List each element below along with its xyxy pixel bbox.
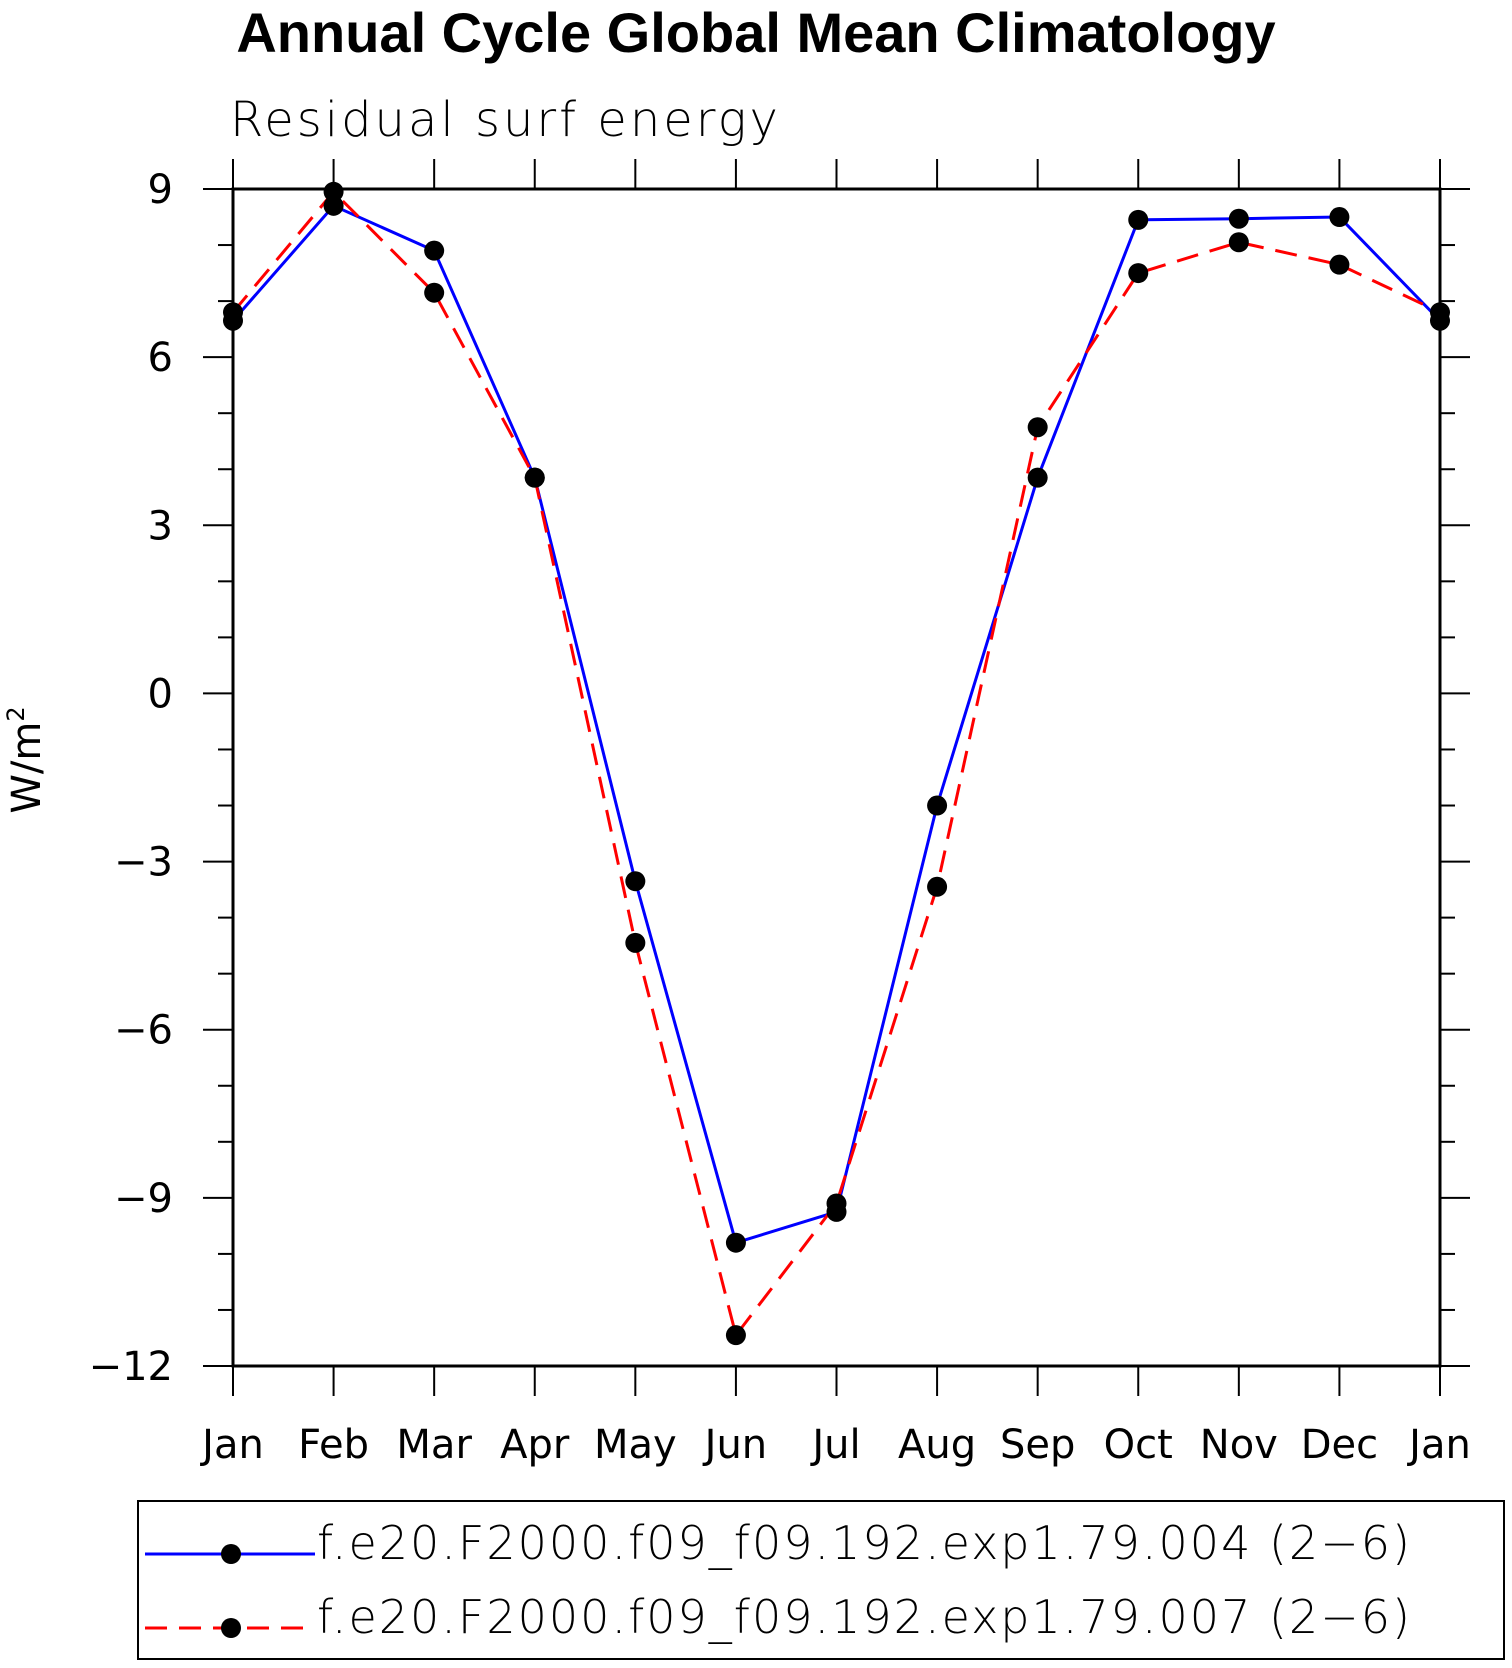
plot-frame [231, 187, 1442, 1368]
y-tick-label: −9 [114, 1176, 173, 1222]
y-tick-label: −6 [114, 1008, 173, 1054]
y-tick-label: −12 [89, 1344, 173, 1390]
legend-item-0: f.e20.F2000.f09_f09.192.exp1.79.004 (2−6… [139, 1510, 1503, 1580]
series-1-point [625, 932, 646, 953]
series-1-point [524, 467, 545, 488]
series-line-1 [231, 189, 1441, 1339]
y-tick-label: 9 [148, 167, 173, 213]
series-0-point [1128, 209, 1149, 230]
legend-label-0: f.e20.F2000.f09_f09.192.exp1.79.004 (2−6… [317, 1516, 1412, 1570]
series-1-point [1027, 417, 1048, 438]
x-tick-label: Mar [396, 1422, 472, 1468]
series-0-point [725, 1232, 746, 1253]
legend-swatch-0 [145, 1544, 315, 1564]
series-1-point [1128, 263, 1149, 284]
series-0-point [1228, 208, 1249, 229]
series-1-point [826, 1193, 847, 1214]
x-tick-label: Oct [1104, 1422, 1173, 1468]
x-tick-label: Apr [500, 1422, 570, 1468]
x-tick-label: Aug [898, 1422, 976, 1468]
y-axis-label: W/m2 [2, 706, 50, 813]
x-tick-label: Jan [199, 1422, 264, 1468]
series-1-point [424, 282, 445, 303]
y-tick-label: 6 [148, 335, 173, 381]
series-layer [223, 181, 1450, 1346]
series-0-point [1329, 207, 1350, 228]
series-0-point [1027, 467, 1048, 488]
x-tick-label: Nov [1200, 1422, 1278, 1468]
x-tick-label: Sep [1000, 1422, 1075, 1468]
axes: 9 6 3 0 −3 −6 −9 −12 Jan Feb Mar Apr May Jun Jul Aug Sep… [89, 159, 1471, 1468]
series-0-point [424, 240, 445, 261]
x-tick-label: May [594, 1422, 677, 1468]
series-line-0 [231, 203, 1442, 1245]
y-tick-label: 3 [148, 503, 173, 549]
series-0-point [625, 871, 646, 892]
series-0-point [323, 195, 344, 216]
series-0-point [927, 795, 948, 816]
series-1-point [1228, 232, 1249, 253]
chart-subtitle: Residual surf energy [230, 92, 781, 148]
chart-title: Annual Cycle Global Mean Climatology [236, 1, 1276, 64]
series-1-point [1329, 254, 1350, 275]
y-tick-label: 0 [148, 671, 173, 717]
y-axis-label-text: W/m [4, 722, 50, 814]
series-1-point [725, 1325, 746, 1346]
legend: f.e20.F2000.f09_f09.192.exp1.79.004 (2−6… [137, 1500, 1505, 1660]
series-1-point [1430, 302, 1450, 323]
x-tick-label: Feb [298, 1422, 369, 1468]
legend-label-1: f.e20.F2000.f09_f09.192.exp1.79.007 (2−6… [317, 1590, 1412, 1644]
legend-swatch-1 [145, 1618, 315, 1638]
x-tick-label: Jul [809, 1422, 860, 1468]
legend-item-1: f.e20.F2000.f09_f09.192.exp1.79.007 (2−6… [139, 1584, 1503, 1654]
y-tick-label: −3 [114, 840, 173, 886]
y-axis-label-superscript: 2 [2, 706, 30, 721]
series-1-point [323, 181, 344, 202]
line-chart: 9 6 3 0 −3 −6 −9 −12 Jan Feb Mar Apr May Jun Jul Aug Sep… [2, 159, 1471, 1468]
series-1-point [223, 302, 243, 323]
series-1-point [927, 876, 948, 897]
x-tick-label: Dec [1301, 1422, 1378, 1468]
x-tick-label: Jan [1406, 1422, 1471, 1468]
x-tick-label: Jun [702, 1422, 768, 1468]
